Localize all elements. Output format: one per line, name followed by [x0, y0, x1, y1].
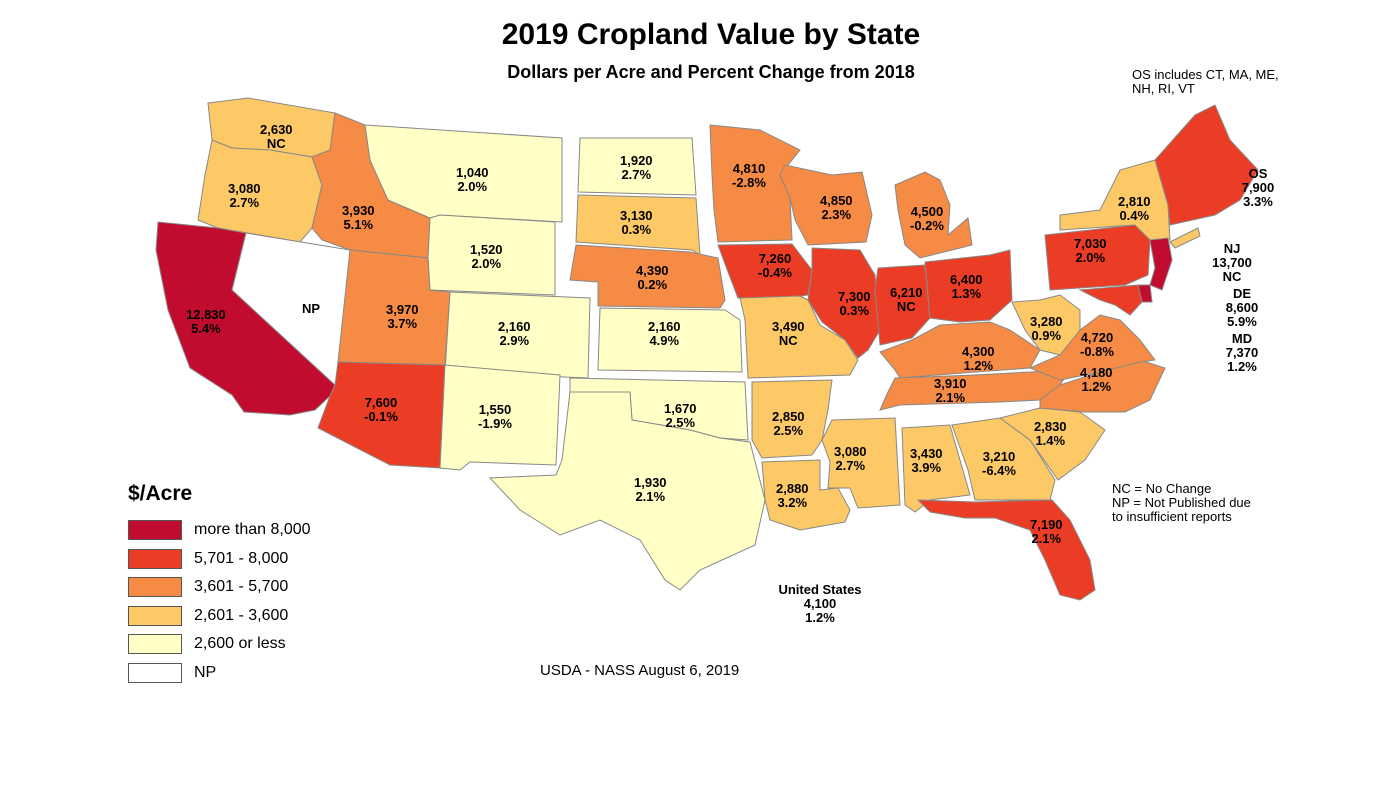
- np-note-line1: NP = Not Published due: [1112, 495, 1251, 510]
- state-shape-nc: [1039, 359, 1166, 413]
- state-label-fl: 7,190 2.1%: [1030, 517, 1063, 546]
- map-subtitle: Dollars per Acre and Percent Change from…: [507, 62, 915, 82]
- state-label-la: 2,880 3.2%: [776, 481, 809, 510]
- abbreviation-notes: NC = No Change NP = Not Published due to…: [1112, 482, 1251, 524]
- state-shape-mi: [894, 171, 973, 259]
- state-label-or: 3,080 2.7%: [228, 181, 261, 210]
- state-label-de: DE 8,600 5.9%: [1225, 286, 1259, 329]
- state-shape-wv: [1011, 294, 1081, 356]
- state-label-ms: 3,080 2.7%: [834, 444, 867, 473]
- state-label-ca: 12,830 5.4%: [186, 307, 226, 336]
- state-shape-os: [1154, 104, 1259, 226]
- state-label-sd: 3,130 0.3%: [620, 208, 653, 237]
- source-note: USDA - NASS August 6, 2019: [540, 662, 740, 679]
- us-total-change: 1.2%: [805, 610, 835, 625]
- state-shape-wi: [779, 164, 873, 246]
- state-label-in: 6,210 NC: [890, 285, 923, 314]
- legend-item: 2,600 or less: [128, 630, 311, 659]
- state-label-nm: 1,550 -1.9%: [478, 402, 512, 431]
- state-label-mn: 4,810 -2.8%: [732, 161, 766, 190]
- state-label-tx: 1,930 2.1%: [634, 475, 667, 504]
- nc-note: NC = No Change: [1112, 481, 1212, 496]
- state-label-ar: 2,850 2.5%: [772, 409, 805, 438]
- legend-item: 5,701 - 8,000: [128, 545, 311, 574]
- state-shape-ms: [821, 417, 901, 509]
- legend-swatch: [128, 605, 182, 626]
- us-total: United States 4,100 1.2%: [760, 583, 880, 625]
- state-label-ga: 3,210 -6.4%: [982, 449, 1016, 478]
- state-label-wi: 4,850 2.3%: [820, 193, 853, 222]
- state-label-ut: 3,970 3.7%: [386, 302, 419, 331]
- state-label-md: MD 7,370 1.2%: [1225, 331, 1259, 374]
- state-shape-il: [807, 247, 881, 359]
- us-total-name: United States: [778, 582, 862, 597]
- legend-swatch: [128, 662, 182, 683]
- us-total-value: 4,100: [803, 596, 837, 611]
- state-shape-nj: [1149, 237, 1173, 291]
- state-label-il: 7,300 0.3%: [838, 289, 871, 318]
- state-shape-ks: [597, 307, 743, 373]
- legend-label: 2,601 - 3,600: [194, 606, 289, 624]
- state-label-va: 4,720 -0.8%: [1080, 330, 1114, 359]
- state-label-ok: 1,670 2.5%: [664, 401, 697, 430]
- state-label-az: 7,600 -0.1%: [364, 395, 398, 424]
- legend-swatch: [128, 634, 182, 655]
- state-label-sc: 2,830 1.4%: [1034, 419, 1067, 448]
- state-shape-oh: [924, 249, 1013, 323]
- state-label-nv: NP: [302, 301, 321, 316]
- legend-item: more than 8,000: [128, 516, 311, 545]
- state-label-tn: 3,910 2.1%: [934, 376, 967, 405]
- state-label-os: OS 7,900 3.3%: [1241, 166, 1275, 209]
- state-shape-fl: [916, 499, 1096, 601]
- legend: $/Acre more than 8,000 5,701 - 8,000 3,6…: [128, 482, 311, 687]
- state-shape-tx: [488, 391, 766, 591]
- legend-label: more than 8,000: [194, 521, 311, 539]
- state-shape-long-island: [1169, 227, 1201, 249]
- state-shape-nd: [577, 137, 697, 196]
- state-label-oh: 6,400 1.3%: [950, 272, 983, 301]
- state-shape-mo: [739, 295, 859, 379]
- state-shape-la: [761, 459, 851, 531]
- legend-item: 3,601 - 5,700: [128, 573, 311, 602]
- state-label-wy: 1,520 2.0%: [470, 242, 503, 271]
- state-label-ny: 2,810 0.4%: [1118, 194, 1151, 223]
- state-shape-mn: [709, 124, 801, 243]
- state-shape-ny: [1059, 159, 1171, 241]
- state-label-nc: 4,180 1.2%: [1080, 365, 1113, 394]
- state-shape-sd: [575, 194, 701, 256]
- legend-swatch: [128, 548, 182, 569]
- state-label-pa: 7,030 2.0%: [1074, 236, 1107, 265]
- state-label-id: 3,930 5.1%: [342, 203, 375, 232]
- state-label-wv: 3,280 0.9%: [1030, 314, 1063, 343]
- state-label-nd: 1,920 2.7%: [620, 153, 653, 182]
- state-label-al: 3,430 3.9%: [910, 446, 943, 475]
- state-label-ia: 7,260 -0.4%: [758, 251, 792, 280]
- state-label-ky: 4,300 1.2%: [962, 344, 995, 373]
- state-label-wa: 2,630 NC: [260, 122, 293, 151]
- legend-title: $/Acre: [128, 482, 193, 505]
- state-label-mt: 1,040 2.0%: [456, 165, 489, 194]
- state-label-co: 2,160 2.9%: [498, 319, 531, 348]
- legend-label: 3,601 - 5,700: [194, 578, 289, 596]
- state-label-mi: 4,500 -0.2%: [910, 204, 944, 233]
- state-shape-nm: [439, 364, 561, 471]
- legend-item: 2,601 - 3,600: [128, 602, 311, 631]
- legend-swatch: [128, 577, 182, 598]
- state-shape-ar: [751, 379, 833, 459]
- os-note: OS includes CT, MA, ME, NH, RI, VT: [1132, 67, 1279, 96]
- np-note-line2: to insufficient reports: [1112, 509, 1232, 524]
- state-label-ne: 4,390 0.2%: [636, 263, 669, 292]
- state-label-nj: NJ 13,700 NC: [1212, 241, 1252, 284]
- legend-swatch: [128, 520, 182, 541]
- legend-label: 2,600 or less: [194, 635, 286, 653]
- state-label-mo: 3,490 NC: [772, 319, 805, 348]
- state-label-ks: 2,160 4.9%: [648, 319, 681, 348]
- legend-label: 5,701 - 8,000: [194, 549, 289, 567]
- state-shape-ne: [569, 244, 726, 309]
- legend-item: NP: [128, 659, 311, 688]
- map-title: 2019 Cropland Value by State: [501, 18, 921, 51]
- legend-label: NP: [194, 663, 217, 681]
- state-shape-md: [1078, 284, 1143, 316]
